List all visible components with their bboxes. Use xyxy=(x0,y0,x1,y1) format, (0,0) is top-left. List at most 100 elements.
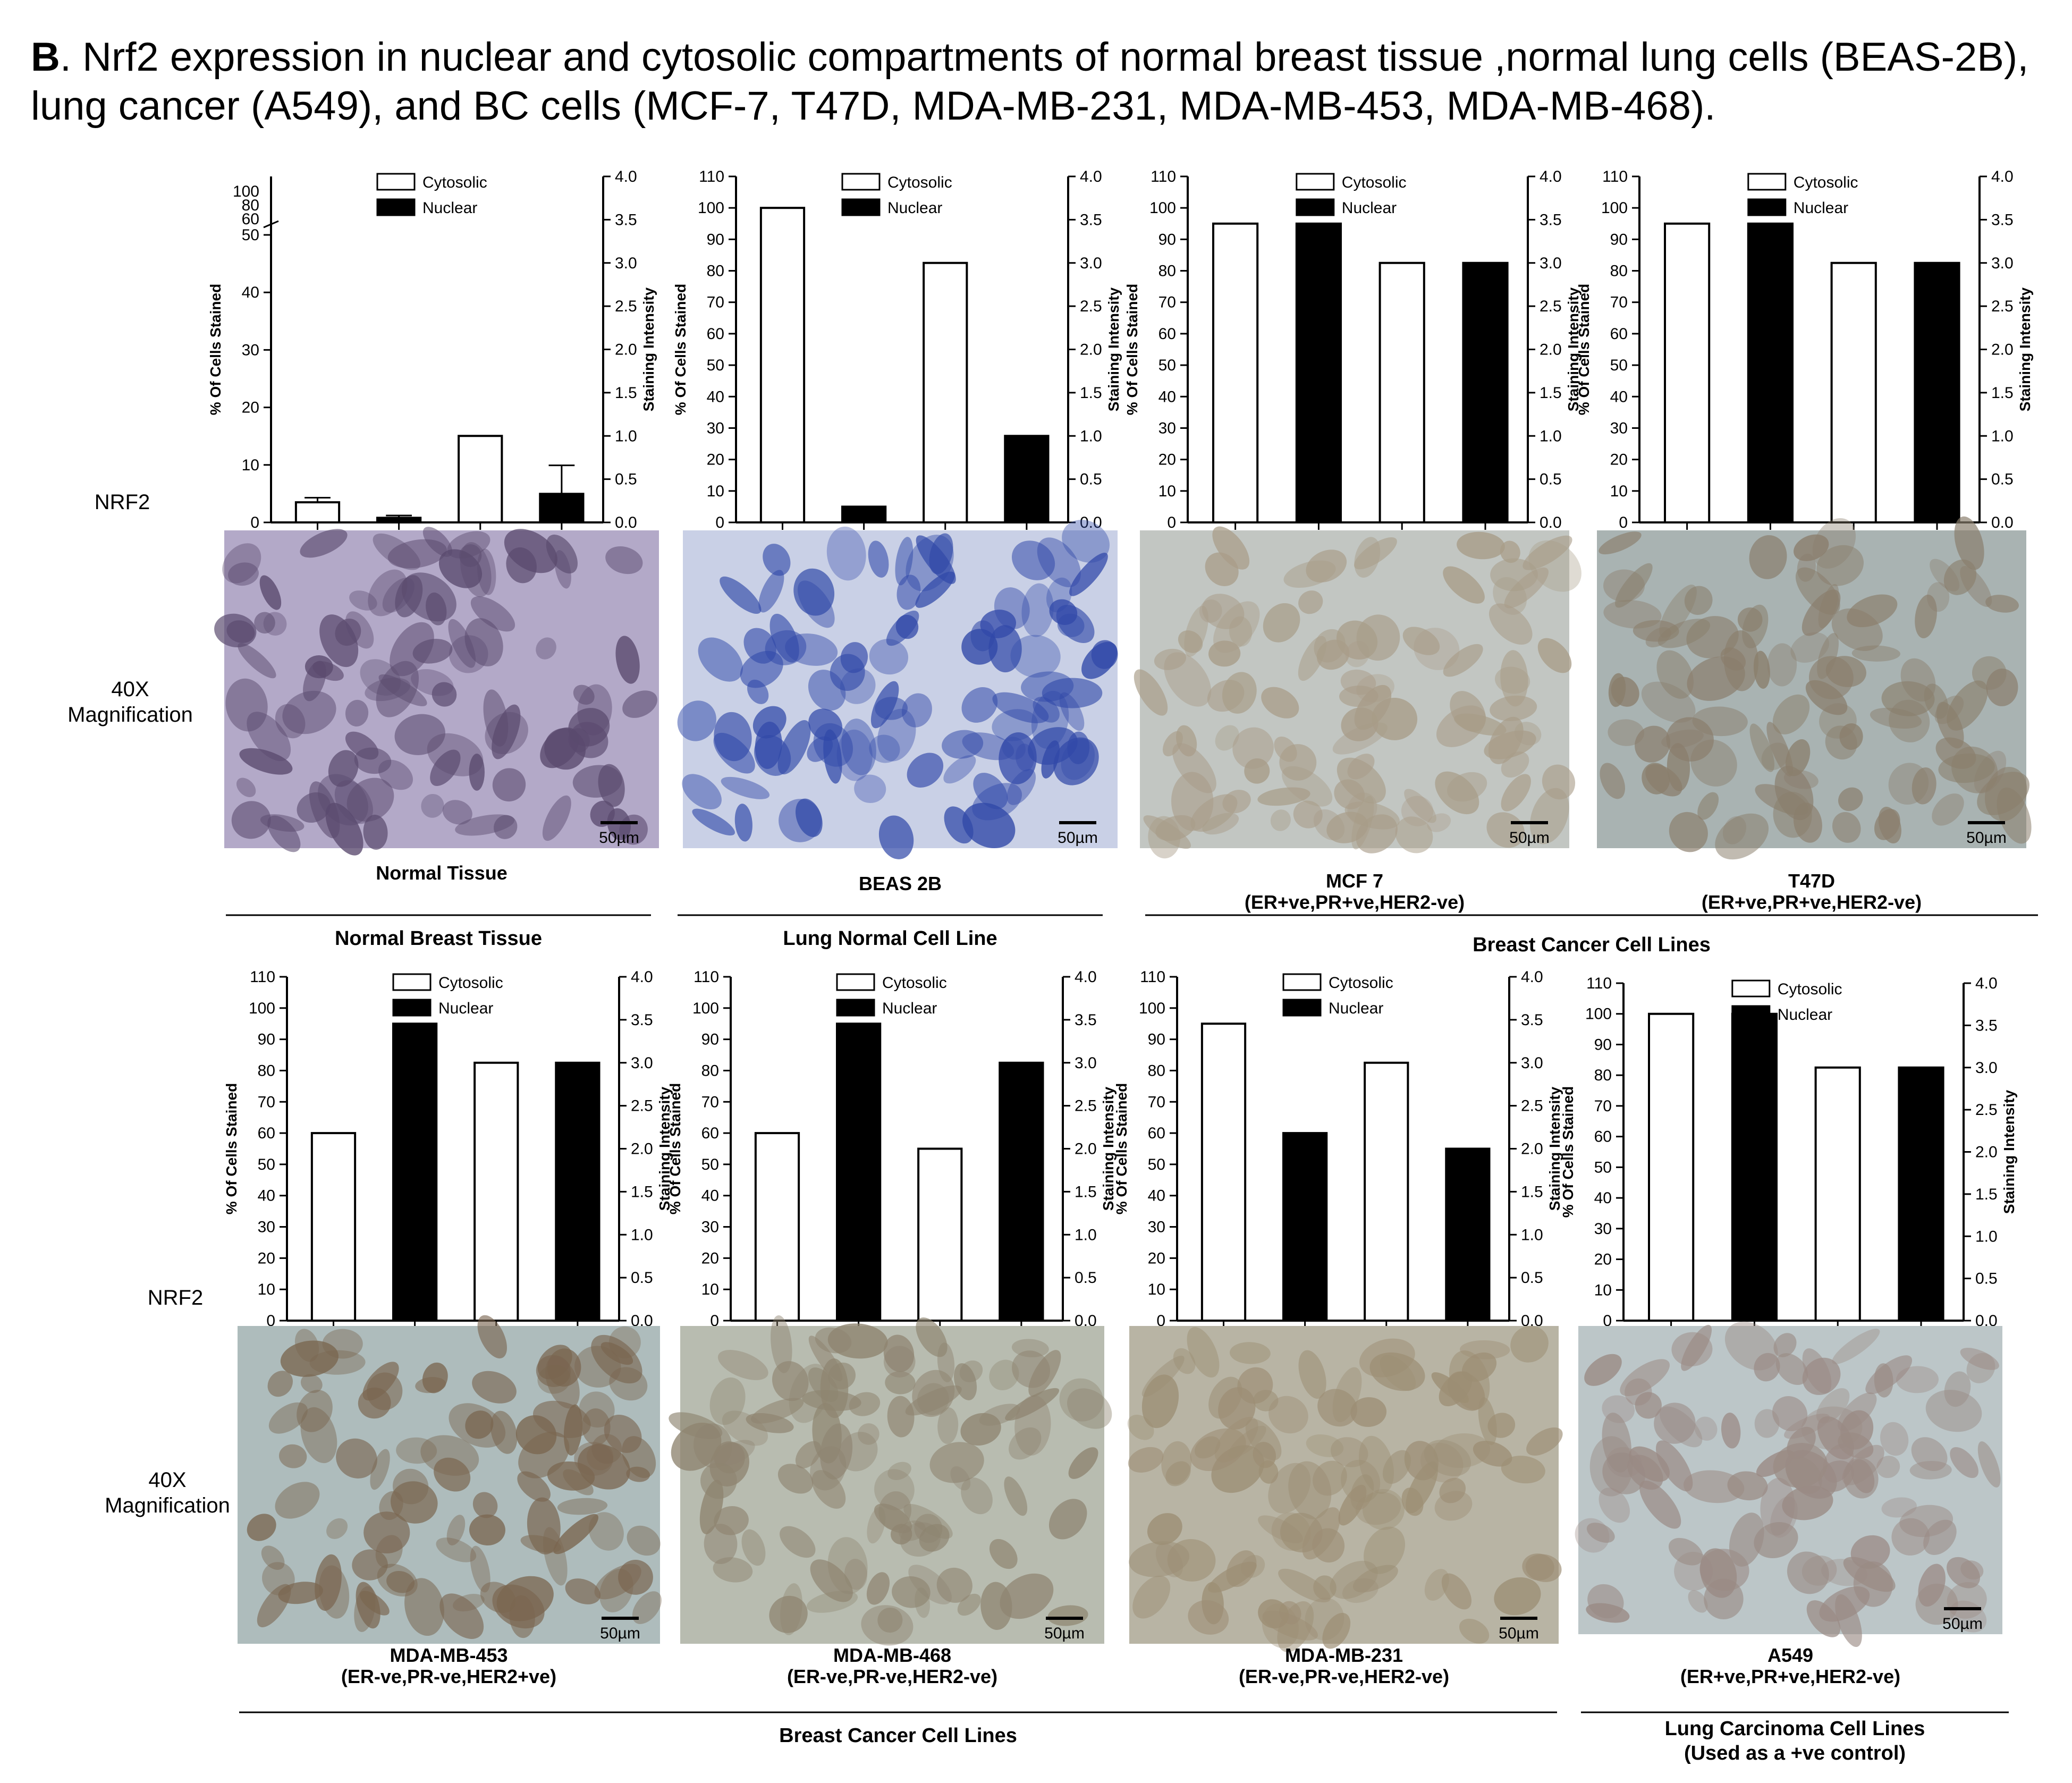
cell-shape xyxy=(1785,739,1811,776)
cell-shape xyxy=(1433,1433,1491,1468)
cell-shape xyxy=(1529,788,1569,844)
bar-cytosolic xyxy=(754,1132,800,1322)
cell-shape xyxy=(1059,1378,1104,1422)
cell-shape xyxy=(401,572,456,622)
y-tick-label-left: 60 xyxy=(1610,325,1628,343)
cell-shape xyxy=(806,1591,858,1613)
cell-shape xyxy=(247,1514,276,1541)
cell-shape xyxy=(492,1584,545,1629)
bar-nuclear xyxy=(376,517,422,523)
cell-shape xyxy=(769,613,799,663)
bar-cytosolic xyxy=(1814,1066,1861,1322)
y-tick-label-left: 60 xyxy=(258,1125,275,1142)
cell-shape xyxy=(1870,707,1922,729)
bar-cytosolic xyxy=(1212,222,1259,524)
cell-shape xyxy=(492,704,521,759)
cell-shape xyxy=(1208,640,1241,667)
y-tick-label-right: 3.5 xyxy=(1540,211,1562,229)
y-tick-label-left: 70 xyxy=(707,294,724,311)
legend-label-nuclear: Nuclear xyxy=(1342,199,1397,217)
y-tick-label-right: 1.0 xyxy=(615,427,637,445)
cell-shape xyxy=(777,720,811,775)
y-tick-label-right: 1.5 xyxy=(1521,1183,1543,1201)
cell-shape xyxy=(906,535,954,591)
cell-shape xyxy=(1575,1518,1610,1553)
cell-shape xyxy=(469,1514,505,1545)
cell-shape xyxy=(929,1442,984,1483)
cell-shape xyxy=(354,1586,376,1632)
cell-shape xyxy=(1645,627,1671,648)
y-axis-title-left: % Of Cells Stained xyxy=(223,1083,240,1214)
y-tick-label-left: 90 xyxy=(258,1031,275,1049)
y-tick-label-right: 4.0 xyxy=(1540,168,1562,185)
cell-shape xyxy=(720,576,762,614)
cell-shape xyxy=(267,1371,293,1397)
cell-shape xyxy=(830,654,865,691)
y-tick-label-left: 70 xyxy=(701,1093,719,1111)
bar-nuclear xyxy=(1295,222,1342,524)
cell-shape xyxy=(1812,518,1856,569)
row-label-magnification-1: 40X xyxy=(111,678,149,701)
y-tick-label-right: 0.5 xyxy=(1075,1269,1097,1287)
cell-shape xyxy=(1202,594,1245,629)
cell-shape xyxy=(326,1518,348,1539)
micrograph-1: 50µm xyxy=(214,527,659,856)
sample-label: A549 xyxy=(1767,1644,1813,1666)
cell-shape xyxy=(278,1582,323,1604)
cell-shape xyxy=(1880,1422,1909,1456)
y-axis-title-right: Staining Intensity xyxy=(1100,1086,1117,1211)
cell-shape xyxy=(615,636,640,684)
group-label: Lung Normal Cell Line xyxy=(783,927,997,950)
cell-shape xyxy=(1459,1340,1510,1359)
legend-swatch-cytosolic xyxy=(1282,973,1322,991)
y-tick-label-left: 20 xyxy=(1158,451,1176,469)
y-tick-label-right: 2.0 xyxy=(631,1140,653,1158)
y-tick-label-left: 90 xyxy=(701,1031,719,1049)
legend-swatch-cytosolic xyxy=(836,973,875,991)
sample-label: MDA-MB-231 xyxy=(1285,1644,1403,1666)
bar-nuclear xyxy=(999,1061,1044,1322)
cell-shape xyxy=(795,1441,822,1469)
cell-shape xyxy=(1911,1437,1948,1472)
y-tick-label-left: 80 xyxy=(1158,263,1176,280)
y-tick-label-left: 40 xyxy=(242,284,259,301)
y-tick-label-right: 4.0 xyxy=(1521,968,1543,986)
cell-shape xyxy=(1843,1457,1879,1499)
cell-shape xyxy=(1021,583,1054,637)
cell-shape xyxy=(1202,1582,1224,1625)
cell-shape xyxy=(886,611,919,646)
cell-shape xyxy=(769,1595,808,1633)
cell-shape xyxy=(494,815,518,839)
cell-shape xyxy=(536,1355,571,1387)
scale-bar-label: 50µm xyxy=(1499,1625,1539,1642)
cell-shape xyxy=(1443,566,1485,604)
cell-shape xyxy=(777,1464,814,1494)
y-axis-title-left: % Of Cells Stained xyxy=(1113,1083,1130,1214)
cell-shape xyxy=(1129,1541,1190,1577)
chart-6: 01020304050607080901001100.00.51.01.52.0… xyxy=(667,968,1117,1330)
cell-shape xyxy=(1671,1332,1713,1366)
scale-bar-label: 50µm xyxy=(599,829,639,847)
cell-shape xyxy=(1899,1505,1953,1537)
y-tick-label-left: 0 xyxy=(715,514,724,531)
sample-subtitle: (ER-ve,PR-ve,HER2+ve) xyxy=(341,1666,556,1687)
cell-shape xyxy=(758,570,784,613)
cell-shape xyxy=(1522,1553,1554,1581)
cell-shape xyxy=(1048,1499,1087,1540)
cell-shape xyxy=(1684,586,1713,615)
y-tick-label-right: 4.0 xyxy=(1075,968,1097,986)
y-tick-label-right: 1.5 xyxy=(1080,384,1102,402)
y-tick-label-right: 0.0 xyxy=(1991,514,2014,531)
cell-shape xyxy=(844,1559,868,1590)
legend-label-cytosolic: Cytosolic xyxy=(1329,974,1393,992)
legend-label-nuclear: Nuclear xyxy=(887,199,942,217)
cell-shape xyxy=(1473,1441,1512,1467)
y-tick-label-left: 50 xyxy=(258,1156,275,1173)
y-tick-label-left: 50 xyxy=(701,1156,719,1173)
cell-shape xyxy=(1896,1366,1939,1393)
cell-shape xyxy=(1501,774,1531,812)
sample-subtitle: (ER-ve,PR-ve,HER2-ve) xyxy=(787,1666,997,1687)
y-axis-title-left: % Of Cells Stained xyxy=(667,1083,683,1214)
cell-shape xyxy=(358,1387,391,1419)
cell-shape xyxy=(1402,627,1440,655)
